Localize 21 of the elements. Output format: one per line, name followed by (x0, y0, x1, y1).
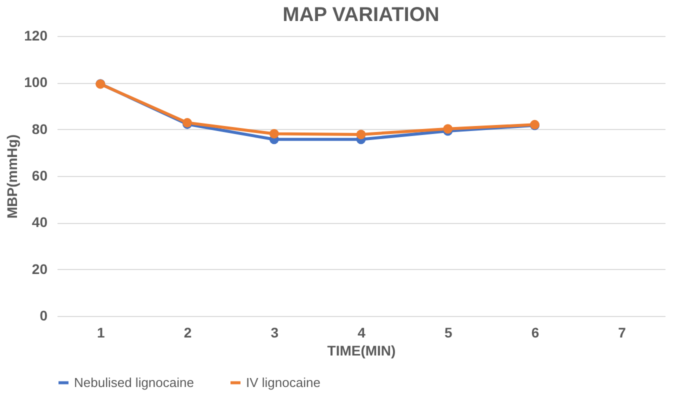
y-tick-label: 0 (40, 308, 48, 324)
x-tick-label: 6 (531, 324, 540, 340)
y-axis-title: MBP(mmHg) (4, 134, 20, 218)
x-tick-label: 4 (358, 324, 366, 340)
x-tick-label: 7 (618, 324, 626, 340)
x-tick-label: 3 (270, 324, 279, 340)
x-tick-label: 1 (97, 324, 106, 340)
y-tick-label: 80 (32, 120, 48, 137)
chart-title: MAP VARIATION (282, 4, 440, 26)
y-tick-label: 60 (32, 168, 48, 184)
x-tick-label: 5 (444, 324, 452, 340)
point (269, 129, 279, 138)
x-axis-title: TIME(MIN) (327, 342, 396, 358)
point (356, 130, 366, 140)
x-tick-label: 2 (184, 324, 192, 340)
y-tick-label: 40 (32, 214, 48, 230)
y-tick-label: 20 (32, 260, 48, 277)
legend-label: Nebulised lignocaine (74, 374, 194, 390)
y-tick-label: 120 (24, 28, 48, 44)
y-tick-label: 100 (24, 74, 48, 90)
legend-label: IV lignocaine (246, 374, 320, 390)
